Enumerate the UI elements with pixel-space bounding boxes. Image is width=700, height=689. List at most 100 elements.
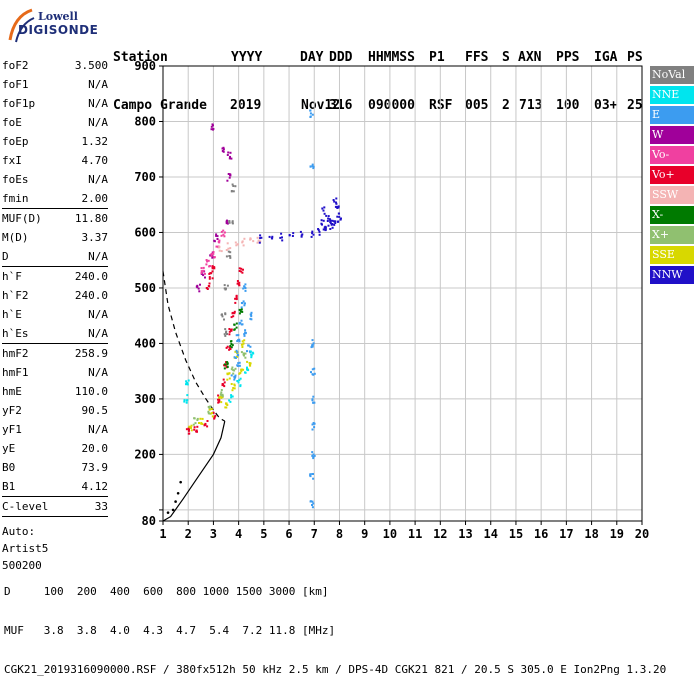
echo-point-x+: [193, 417, 196, 420]
echo-point-nnw: [299, 230, 302, 233]
echo-point-sse: [225, 403, 228, 406]
echo-point-ssw: [218, 249, 221, 252]
x-tick-label: 4: [235, 527, 242, 541]
echo-point-sse: [190, 429, 193, 432]
echo-point-noval: [225, 255, 228, 258]
echo-point-vo-: [213, 256, 216, 259]
param-name: B1: [2, 480, 16, 493]
echo-point-e: [238, 364, 241, 367]
param-value: 90.5: [81, 404, 109, 417]
echo-point-w: [210, 128, 213, 131]
param-name: h`Es: [2, 327, 29, 340]
echo-point-vo+: [211, 270, 214, 273]
param-value: 20.0: [81, 442, 109, 455]
echo-point-vo+: [241, 271, 244, 274]
echo-point-noval: [231, 220, 234, 223]
echo-point-nnw: [317, 229, 320, 232]
echo-point-ssw: [249, 238, 252, 240]
echo-point-x-: [230, 343, 233, 345]
echo-point-nnw: [328, 218, 331, 221]
header-value-7: 2: [502, 98, 510, 113]
echo-point-x-: [226, 362, 229, 365]
header-value-4: 090000: [368, 98, 415, 113]
echo-point-w: [229, 155, 231, 158]
echo-point-nne: [230, 394, 233, 397]
legend-item-w: W: [650, 126, 694, 144]
echo-point-vo+: [238, 281, 241, 284]
echo-point-e: [243, 334, 246, 337]
ionogram-plot: 1 2 3 4 5 6 7 8 9 10 11 12 13 14 15 16 17 18 19 20802003004…: [134, 59, 649, 541]
echo-point-x-: [230, 346, 233, 349]
echo-point-e: [309, 165, 312, 168]
header-label-10: IGA: [594, 50, 618, 65]
echo-point-w: [216, 238, 219, 240]
echo-point-sse: [220, 396, 223, 399]
echo-point-e: [311, 423, 314, 426]
echo-point-vo-: [205, 259, 208, 261]
echo-point-x+: [207, 410, 210, 413]
echo-point-nnw: [323, 212, 326, 215]
echo-point-vo-: [223, 235, 226, 238]
echo-point-vo+: [236, 280, 239, 282]
echo-point-x+: [231, 366, 234, 369]
echo-point-nnw: [325, 214, 328, 217]
header-value-11: 25: [627, 98, 643, 113]
echo-point-noval: [223, 287, 226, 290]
echo-point-nnw: [337, 206, 340, 209]
echo-point-nnw: [322, 228, 325, 231]
param-value: N/A: [88, 116, 108, 129]
echo-point-nnw: [329, 222, 332, 225]
echo-point-vo+: [235, 298, 238, 301]
echo-point-x-: [226, 363, 229, 366]
echo-point-w: [228, 176, 231, 179]
echo-point-nnw: [318, 230, 321, 233]
echo-point-x+: [242, 352, 245, 355]
echo-point-e: [242, 287, 245, 290]
echo-point-vo+: [238, 270, 241, 272]
echo-point-sse: [238, 372, 241, 375]
echo-point-vo+: [193, 426, 196, 429]
x-tick-label: 15: [509, 527, 523, 541]
echo-point-w: [227, 173, 230, 175]
echo-point-nne: [237, 381, 240, 384]
echo-point-nnw: [321, 207, 324, 210]
param-row: yE 20.0: [2, 439, 108, 458]
param-divider: [2, 496, 108, 497]
echo-point-sse: [211, 415, 214, 418]
echo-point-x-: [226, 366, 229, 368]
profile-dot: [176, 491, 180, 495]
param-name: yF1: [2, 423, 22, 436]
x-tick-label: 20: [635, 527, 649, 541]
echo-point-ssw: [220, 250, 223, 253]
footer-distance-row: D 100 200 400 600 800 1000 1500 3000 [km…: [4, 585, 329, 598]
echo-point-x+: [230, 368, 233, 371]
echo-point-x+: [242, 353, 245, 356]
echo-point-nnw: [340, 217, 342, 220]
echo-point-nnw: [333, 220, 335, 223]
param-name: fmin: [2, 192, 29, 205]
echo-point-sse: [201, 423, 204, 425]
echo-point-nne: [186, 394, 189, 397]
echo-point-sse: [228, 377, 231, 380]
echo-point-e: [309, 116, 312, 118]
echo-point-sse: [243, 339, 246, 342]
auto-scaling-line: Artist5: [2, 542, 49, 555]
echo-point-nne: [239, 384, 242, 387]
echo-point-nnw: [288, 234, 291, 237]
echo-point-nnw: [280, 232, 283, 235]
echo-point-e: [236, 364, 239, 367]
echo-point-e: [244, 331, 247, 334]
echo-point-vo+: [236, 282, 239, 285]
echo-point-nnw: [332, 199, 335, 201]
echo-point-x+: [240, 351, 243, 354]
echo-point-noval: [225, 331, 227, 334]
echo-point-ssw: [218, 245, 221, 248]
echo-point-w: [198, 290, 201, 293]
echo-point-noval: [228, 220, 231, 223]
echo-point-vo+: [240, 270, 243, 273]
echo-point-e: [311, 428, 314, 431]
echo-point-vo+: [231, 312, 234, 315]
echo-point-vo-: [202, 266, 205, 269]
param-row: foE N/A: [2, 113, 108, 132]
logo-line2: DIGISONDE: [18, 23, 99, 37]
